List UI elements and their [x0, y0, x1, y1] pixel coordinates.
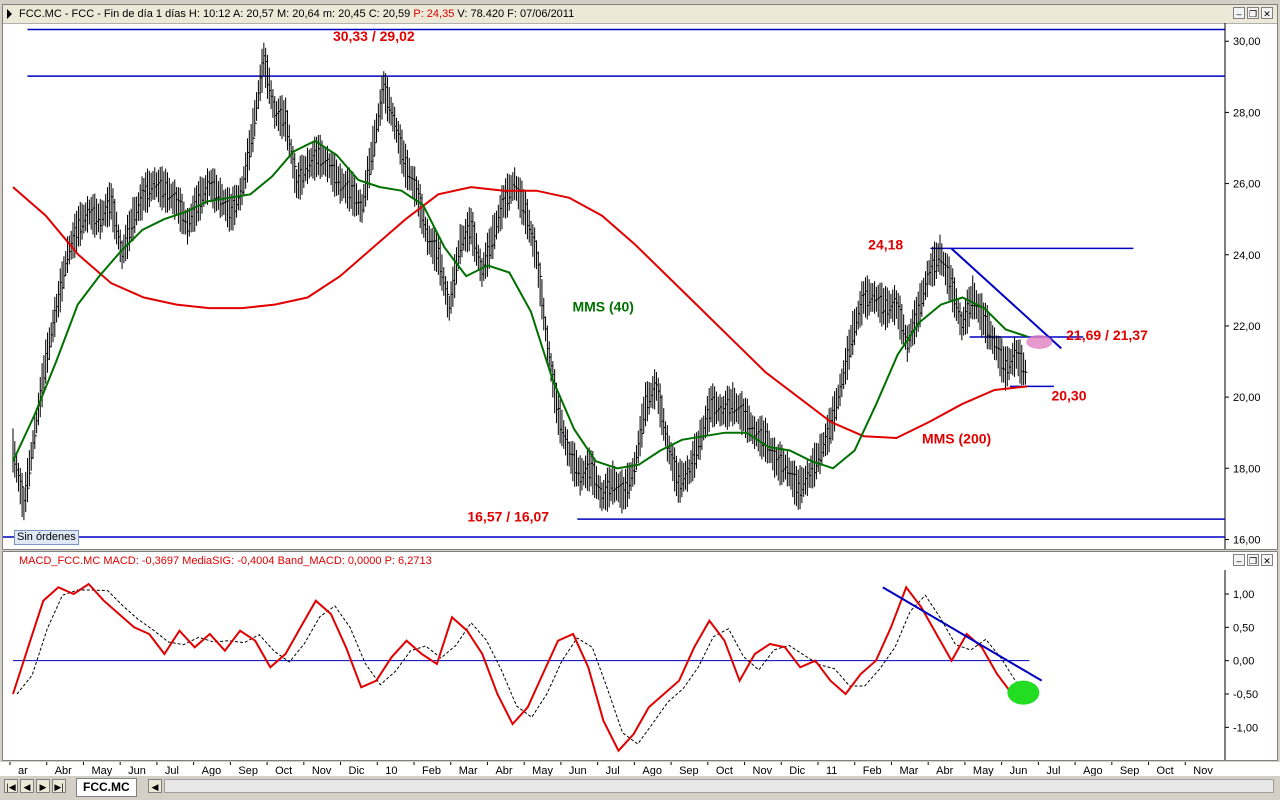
- price-y-tick-label: 22,00: [1233, 321, 1261, 333]
- x-axis-label: Jun: [128, 765, 146, 777]
- x-axis-label: 11: [826, 765, 837, 777]
- macd-chart[interactable]: 1,00 0,50 0,00 -0,50 -1,00: [3, 570, 1277, 760]
- price-header-rest: V: 78.420 F: 07/06/2011: [457, 8, 575, 20]
- x-axis-label: Oct: [1157, 765, 1174, 777]
- horizontal-scrollbar[interactable]: [164, 779, 1274, 793]
- macd-trendline: [882, 586, 1043, 682]
- macd-y-tick-label: 0,00: [1233, 656, 1254, 668]
- x-axis-label: Oct: [275, 765, 292, 777]
- macd-y-tick-label: -0,50: [1233, 689, 1258, 701]
- x-axis-label: Ago: [202, 765, 222, 777]
- price-annotation: MMS (200): [922, 430, 991, 446]
- x-axis-label: Nov: [753, 765, 773, 777]
- macd-y-tick-label: 0,50: [1233, 622, 1254, 634]
- mms40-series-line: [12, 139, 1028, 470]
- x-axis-label: Dic: [789, 765, 805, 777]
- x-axis-label: Oct: [716, 765, 733, 777]
- highlight-marker: [1026, 334, 1053, 349]
- price-y-tick-label: 20,00: [1233, 392, 1261, 404]
- macd-header-p: P: 6,2713: [384, 555, 432, 567]
- price-header-text: FCC.MC - FCC - Fin de día 1 días H: 10:1…: [19, 8, 411, 20]
- symbol-tab[interactable]: FCC.MC: [76, 778, 137, 797]
- mms40-label: MMS (40): [572, 299, 633, 315]
- price-y-tick-label: 18,00: [1233, 463, 1261, 475]
- macd-chart-panel: MACD_FCC.MC MACD: -0,3697 MediaSIG: -0,4…: [2, 551, 1278, 761]
- x-axis-label: ar: [18, 765, 28, 777]
- price-panel-header: FCC.MC - FCC - Fin de día 1 días H: 10:1…: [3, 5, 1277, 24]
- x-axis-label: Ago: [642, 765, 662, 777]
- x-axis-label: Sep: [1120, 765, 1140, 777]
- scroll-left-icon[interactable]: ◀: [148, 779, 162, 793]
- x-axis-label: Dic: [349, 765, 365, 777]
- x-axis-label: Jun: [569, 765, 587, 777]
- price-y-tick-label: 26,00: [1233, 179, 1261, 191]
- price-annotation: 16,57 / 16,07: [467, 509, 549, 525]
- bottom-navigation-bar: |◀ ◀ ▶ ▶| FCC.MC ◀: [0, 776, 1280, 800]
- price-y-tick-label: 28,00: [1233, 107, 1261, 119]
- x-axis-label: Abr: [936, 765, 953, 777]
- last-page-icon[interactable]: ▶|: [52, 779, 66, 793]
- minimize-icon[interactable]: –: [1233, 554, 1245, 566]
- x-axis-label: Nov: [312, 765, 332, 777]
- x-axis-label: Abr: [495, 765, 512, 777]
- price-annotation: 30,33 / 29,02: [333, 28, 415, 44]
- x-axis-label: 10: [385, 765, 397, 777]
- price-window-buttons: – ❐ ✕: [1233, 7, 1273, 19]
- x-axis-label: Mar: [899, 765, 918, 777]
- macd-signal-line: [16, 589, 1032, 745]
- macd-window-buttons: – ❐ ✕: [1233, 554, 1273, 566]
- x-axis-label: Sep: [679, 765, 699, 777]
- price-trendline: [950, 247, 1062, 350]
- price-annotation: 21,69 / 21,37: [1066, 327, 1148, 343]
- x-axis-label: Sep: [238, 765, 258, 777]
- close-icon[interactable]: ✕: [1261, 554, 1273, 566]
- x-axis-label: May: [532, 765, 553, 777]
- time-axis: ar Abr May Jun Jul Ago Sep Oct Nov Dic 10 Feb Mar Abr…: [0, 762, 1280, 778]
- restore-icon[interactable]: ❐: [1247, 554, 1259, 566]
- x-axis-label: Ago: [1083, 765, 1103, 777]
- x-axis-label: Abr: [55, 765, 72, 777]
- x-axis-label: Mar: [459, 765, 478, 777]
- macd-panel-header: MACD_FCC.MC MACD: -0,3697 MediaSIG: -0,4…: [3, 552, 1277, 570]
- price-annotation: 24,18: [868, 236, 903, 252]
- x-axis-label: May: [91, 765, 112, 777]
- no-orders-label[interactable]: Sin órdenes: [14, 530, 79, 545]
- minimize-icon[interactable]: –: [1233, 7, 1245, 19]
- restore-icon[interactable]: ❐: [1247, 7, 1259, 19]
- prev-icon[interactable]: ◀: [20, 779, 34, 793]
- macd-y-tick-label: -1,00: [1233, 722, 1258, 734]
- x-axis-label: May: [973, 765, 994, 777]
- price-annotation: 20,30: [1051, 388, 1086, 404]
- macd-highlight-marker: [1007, 680, 1040, 705]
- x-axis-label: Feb: [863, 765, 882, 777]
- close-icon[interactable]: ✕: [1261, 7, 1273, 19]
- macd-line: [12, 582, 1028, 753]
- x-axis-label: Jun: [1010, 765, 1028, 777]
- mms200-series-line: [12, 186, 1028, 440]
- x-axis-label: Jul: [165, 765, 179, 777]
- price-y-tick-label: 30,00: [1233, 36, 1261, 48]
- x-axis-label: Feb: [422, 765, 441, 777]
- macd-y-tick-label: 1,00: [1233, 589, 1254, 601]
- price-chart-panel: FCC.MC - FCC - Fin de día 1 días H: 10:1…: [2, 4, 1278, 550]
- panel-menu-icon[interactable]: [7, 9, 12, 19]
- x-axis-label: Jul: [1046, 765, 1060, 777]
- first-page-icon[interactable]: |◀: [4, 779, 18, 793]
- next-icon[interactable]: ▶: [36, 779, 50, 793]
- x-axis-label: Jul: [606, 765, 620, 777]
- price-y-tick-label: 24,00: [1233, 250, 1261, 262]
- price-chart[interactable]: 30,00 28,00 26,00 24,00 22,00 20,00 18,00 16,00…: [3, 23, 1277, 549]
- price-y-tick-label: 16,00: [1233, 534, 1261, 546]
- price-header-p: P: 24,35: [413, 8, 455, 20]
- x-axis-label: Nov: [1193, 765, 1213, 777]
- macd-header-text: MACD_FCC.MC MACD: -0,3697 MediaSIG: -0,4…: [19, 555, 382, 567]
